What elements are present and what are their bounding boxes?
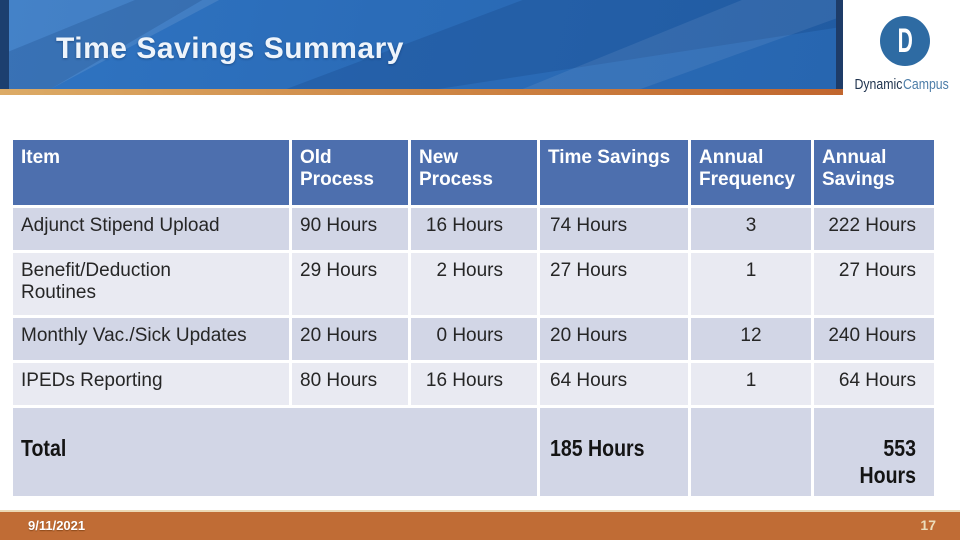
cell-annual-frequency: 1 xyxy=(691,363,811,405)
logo-monogram: D xyxy=(897,21,913,60)
logo-d-icon: D xyxy=(880,16,930,66)
banner-left-edge xyxy=(0,0,9,89)
cell-time-savings: 27 Hours xyxy=(540,253,688,315)
cell-item: Benefit/Deduction Routines xyxy=(13,253,289,315)
table-row: Adjunct Stipend Upload 90 Hours 16 Hours… xyxy=(13,208,934,250)
cell-total-annual-frequency xyxy=(691,408,811,496)
page-number: 17 xyxy=(920,517,936,533)
cell-new-process: 2 Hours xyxy=(411,253,537,315)
table-header-row: Item Old Process New Process Time Saving… xyxy=(13,140,934,205)
cell-item: Monthly Vac./Sick Updates xyxy=(13,318,289,360)
table-row: Monthly Vac./Sick Updates 20 Hours 0 Hou… xyxy=(13,318,934,360)
table-row: Benefit/Deduction Routines 29 Hours 2 Ho… xyxy=(13,253,934,315)
logo-wordmark: DynamicCampus xyxy=(843,76,960,93)
cell-annual-savings: 222 Hours xyxy=(814,208,934,250)
footer-bar: 9/11/2021 17 xyxy=(0,510,960,540)
dynamic-campus-logo: D DynamicCampus xyxy=(843,0,960,100)
column-header-annual-savings: Annual Savings xyxy=(814,140,934,205)
cell-old-process: 29 Hours xyxy=(292,253,408,315)
slide-title: Time Savings Summary xyxy=(56,32,404,65)
cell-time-savings: 74 Hours xyxy=(540,208,688,250)
cell-time-savings: 64 Hours xyxy=(540,363,688,405)
column-header-new-process: New Process xyxy=(411,140,537,205)
column-header-annual-frequency: Annual Frequency xyxy=(691,140,811,205)
cell-time-savings: 20 Hours xyxy=(540,318,688,360)
title-banner: Time Savings Summary xyxy=(0,0,843,89)
cell-total-annual-savings: 553 Hours xyxy=(814,408,934,496)
column-header-item: Item xyxy=(13,140,289,205)
cell-new-process: 16 Hours xyxy=(411,363,537,405)
logo-name-primary: Dynamic xyxy=(854,76,903,93)
footer-date: 9/11/2021 xyxy=(28,518,86,533)
cell-annual-frequency: 3 xyxy=(691,208,811,250)
cell-total-time-savings: 185 Hours xyxy=(540,408,688,496)
column-header-old-process: Old Process xyxy=(292,140,408,205)
cell-annual-frequency: 1 xyxy=(691,253,811,315)
cell-annual-savings: 64 Hours xyxy=(814,363,934,405)
cell-new-process: 16 Hours xyxy=(411,208,537,250)
cell-old-process: 80 Hours xyxy=(292,363,408,405)
cell-item: Adjunct Stipend Upload xyxy=(13,208,289,250)
cell-new-process: 0 Hours xyxy=(411,318,537,360)
cell-annual-savings: 27 Hours xyxy=(814,253,934,315)
banner-right-edge xyxy=(836,0,843,89)
cell-total-label: Total xyxy=(13,408,537,496)
time-savings-table: Item Old Process New Process Time Saving… xyxy=(10,137,937,499)
cell-item: IPEDs Reporting xyxy=(13,363,289,405)
cell-annual-savings: 240 Hours xyxy=(814,318,934,360)
cell-annual-frequency: 12 xyxy=(691,318,811,360)
column-header-time-savings: Time Savings xyxy=(540,140,688,205)
cell-old-process: 90 Hours xyxy=(292,208,408,250)
accent-line xyxy=(0,89,843,95)
cell-old-process: 20 Hours xyxy=(292,318,408,360)
logo-name-secondary: Campus xyxy=(902,76,949,93)
table-row: IPEDs Reporting 80 Hours 16 Hours 64 Hou… xyxy=(13,363,934,405)
table-total-row: Total 185 Hours 553 Hours xyxy=(13,408,934,496)
